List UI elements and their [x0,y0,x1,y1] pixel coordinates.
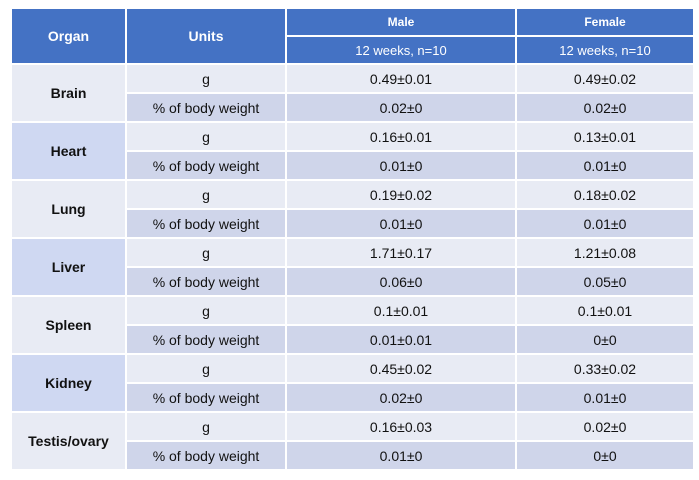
female-value-cell: 0.13±0.01 [515,121,695,152]
unit-cell: g [125,121,287,152]
unit-cell: % of body weight [125,266,287,297]
female-value-cell: 0.02±0 [515,92,695,123]
male-value-cell: 0.01±0 [285,208,517,239]
female-value-cell: 0.02±0 [515,411,695,442]
male-value-cell: 1.71±0.17 [285,237,517,268]
table-row: Liver g 1.71±0.17 1.21±0.08 [10,237,695,297]
header-units: Units [125,7,287,65]
unit-cell: % of body weight [125,92,287,123]
unit-cell: g [125,353,287,384]
organ-cell: Liver [10,237,127,297]
male-value-cell: 0.02±0 [285,382,517,413]
organ-cell: Brain [10,63,127,123]
organ-weight-table-container: Organ Units Male Female 12 weeks, n=10 1… [10,7,695,471]
header-male: Male [285,7,517,37]
table-row: % of body weight 0.01±0 0.01±0 [11,208,695,239]
table-row: Heart g 0.16±0.01 0.13±0.01 [10,121,695,181]
unit-cell: g [125,295,287,326]
unit-cell: g [125,179,287,210]
unit-cell: g [125,63,287,94]
table-header: Organ Units Male Female 12 weeks, n=10 1… [10,7,695,65]
female-value-cell: 0.05±0 [515,266,695,297]
unit-cell: % of body weight [125,150,287,181]
male-value-cell: 0.01±0 [285,150,517,181]
table-row: Spleen g 0.1±0.01 0.1±0.01 [10,295,695,355]
header-female: Female [515,7,695,37]
unit-cell: % of body weight [125,324,287,355]
organ-weight-table: Organ Units Male Female 12 weeks, n=10 1… [10,7,695,471]
table-row: % of body weight 0.01±0 0±0 [11,440,695,471]
unit-cell: % of body weight [125,382,287,413]
table-row: % of body weight 0.02±0 0.02±0 [11,92,695,123]
female-value-cell: 0.01±0 [515,208,695,239]
male-value-cell: 0.45±0.02 [285,353,517,384]
organ-cell: Spleen [10,295,127,355]
table-row: % of body weight 0.01±0.01 0±0 [11,324,695,355]
header-female-subtitle: 12 weeks, n=10 [515,35,695,65]
male-value-cell: 0.01±0 [285,440,517,471]
organ-cell: Testis/ovary [10,411,127,471]
female-value-cell: 0.01±0 [515,382,695,413]
organ-cell: Lung [10,179,127,239]
female-value-cell: 0.1±0.01 [515,295,695,326]
female-value-cell: 0±0 [515,324,695,355]
female-value-cell: 0.01±0 [515,150,695,181]
male-value-cell: 0.16±0.03 [285,411,517,442]
table-row: % of body weight 0.06±0 0.05±0 [11,266,695,297]
male-value-cell: 0.1±0.01 [285,295,517,326]
unit-cell: % of body weight [125,208,287,239]
female-value-cell: 0.49±0.02 [515,63,695,94]
male-value-cell: 0.16±0.01 [285,121,517,152]
table-row: Brain g 0.49±0.01 0.49±0.02 [10,63,695,123]
organ-cell: Heart [10,121,127,181]
male-value-cell: 0.01±0.01 [285,324,517,355]
unit-cell: g [125,237,287,268]
table-row: % of body weight 0.02±0 0.01±0 [11,382,695,413]
male-value-cell: 0.49±0.01 [285,63,517,94]
organ-cell: Kidney [10,353,127,413]
table-row: Lung g 0.19±0.02 0.18±0.02 [10,179,695,239]
header-organ: Organ [10,7,127,65]
table-row: Kidney g 0.45±0.02 0.33±0.02 [10,353,695,413]
male-value-cell: 0.19±0.02 [285,179,517,210]
female-value-cell: 1.21±0.08 [515,237,695,268]
male-value-cell: 0.06±0 [285,266,517,297]
header-male-subtitle: 12 weeks, n=10 [285,35,517,65]
male-value-cell: 0.02±0 [285,92,517,123]
table-row: % of body weight 0.01±0 0.01±0 [11,150,695,181]
table-row: Testis/ovary g 0.16±0.03 0.02±0 [10,411,695,471]
female-value-cell: 0±0 [515,440,695,471]
unit-cell: % of body weight [125,440,287,471]
female-value-cell: 0.18±0.02 [515,179,695,210]
table-body: Brain g 0.49±0.01 0.49±0.02% of body weight… [10,63,695,471]
unit-cell: g [125,411,287,442]
female-value-cell: 0.33±0.02 [515,353,695,384]
